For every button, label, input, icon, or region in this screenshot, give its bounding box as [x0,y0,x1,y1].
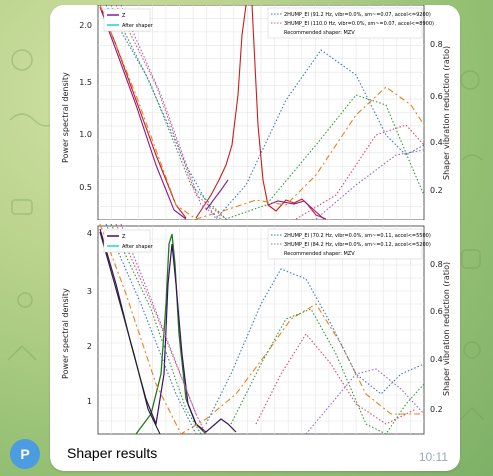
psd-curve-red [99,5,327,220]
y-tick: 4 [87,229,92,238]
message-bubble[interactable]: Z After shaper 2HUMP_EI (91.2 Hz, vibr=0… [50,5,460,471]
y-tick: 1.5 [79,78,92,87]
shaper-curve-green [110,224,425,435]
shaper-curve-purple [120,5,425,220]
y-tick: 0.5 [79,183,92,192]
y-tick: 2.0 [79,21,92,30]
y2-axis-label: Shaper vibration reduction (ratio) [442,46,451,180]
after-shaper-curve-magenta [99,6,325,220]
shaper-curve-pink [115,224,417,435]
shaper-curve-orange [99,224,424,435]
y-axis-label: Power spectral density [61,288,70,379]
y-tick: 1.0 [79,130,92,139]
y2-tick: 0.2 [430,186,443,195]
shaper-plot-top[interactable]: Z After shaper 2HUMP_EI (91.2 Hz, vibr=0… [56,5,454,220]
legend-recommended-label: Recommended shaper: MZV [284,30,355,36]
shaper-curve-orange [99,5,425,220]
legend-2hump-label: 2HUMP_EI (91.2 Hz, vibr=0.0%, sm~=0.07, … [284,12,431,18]
avatar-initial: P [20,446,30,462]
y2-tick: 0.8 [430,260,443,269]
shaper-curve-pink [115,5,425,220]
legend-3hump-label: 3HUMP_EI (110.0 Hz, vibr=0.0%, sm~=0.07,… [284,21,434,27]
shaper-curve-violet [120,224,425,435]
message-caption: Shaper results [67,445,158,461]
y2-axis-label: Shaper vibration reduction (ratio) [442,262,451,396]
y2-tick: 0.6 [430,92,443,101]
y2-tick: 0.6 [430,307,443,316]
legend-z-label: Z [122,13,126,19]
legend-right-top: 2HUMP_EI (91.2 Hz, vibr=0.0%, sm~=0.07, … [267,7,434,39]
y-tick: 3 [87,287,92,296]
y2-tick: 0.2 [430,405,443,414]
legend-recommended-label: Recommended shaper: MZV [284,251,355,257]
y2-tick: 0.4 [430,138,443,147]
legend-left-top: Z After shaper [103,8,154,32]
legend-after-shaper-label: After shaper [122,23,154,29]
shaper-curve-blue [105,224,425,435]
y2-tick: 0.4 [430,355,443,364]
legend-3hump-label: 3HUMP_EI (84.2 Hz, vibr=0.0%, sm~=0.12, … [284,242,431,248]
shaper-curve-green [110,5,425,220]
legend-left-bottom: Z After shaper [103,229,154,253]
legend-after-shaper-label: After shaper [122,244,154,250]
message-time: 10:11 [418,450,448,464]
shaper-plot-bottom[interactable]: Z After shaper 2HUMP_EI (70.2 Hz, vibr=0… [56,224,454,436]
shaper-curve-blue [105,5,425,220]
y-axis-label: Power spectral density [61,72,70,163]
y-tick: 1 [87,397,92,406]
after-shaper-curve-dark [99,231,161,435]
legend-2hump-label: 2HUMP_EI (70.2 Hz, vibr=0.0%, sm~=0.11, … [284,233,431,239]
legend-z-label: Z [122,234,126,240]
sender-avatar[interactable]: P [10,439,40,469]
legend-right-bottom: 2HUMP_EI (70.2 Hz, vibr=0.0%, sm~=0.11, … [267,228,431,260]
y2-tick: 0.8 [430,40,443,49]
shaper-plot-bottom-svg: Z After shaper 2HUMP_EI (70.2 Hz, vibr=0… [61,224,451,435]
y-tick: 2 [87,342,92,351]
shaper-plot-top-svg: Z After shaper 2HUMP_EI (91.2 Hz, vibr=0… [61,5,451,220]
